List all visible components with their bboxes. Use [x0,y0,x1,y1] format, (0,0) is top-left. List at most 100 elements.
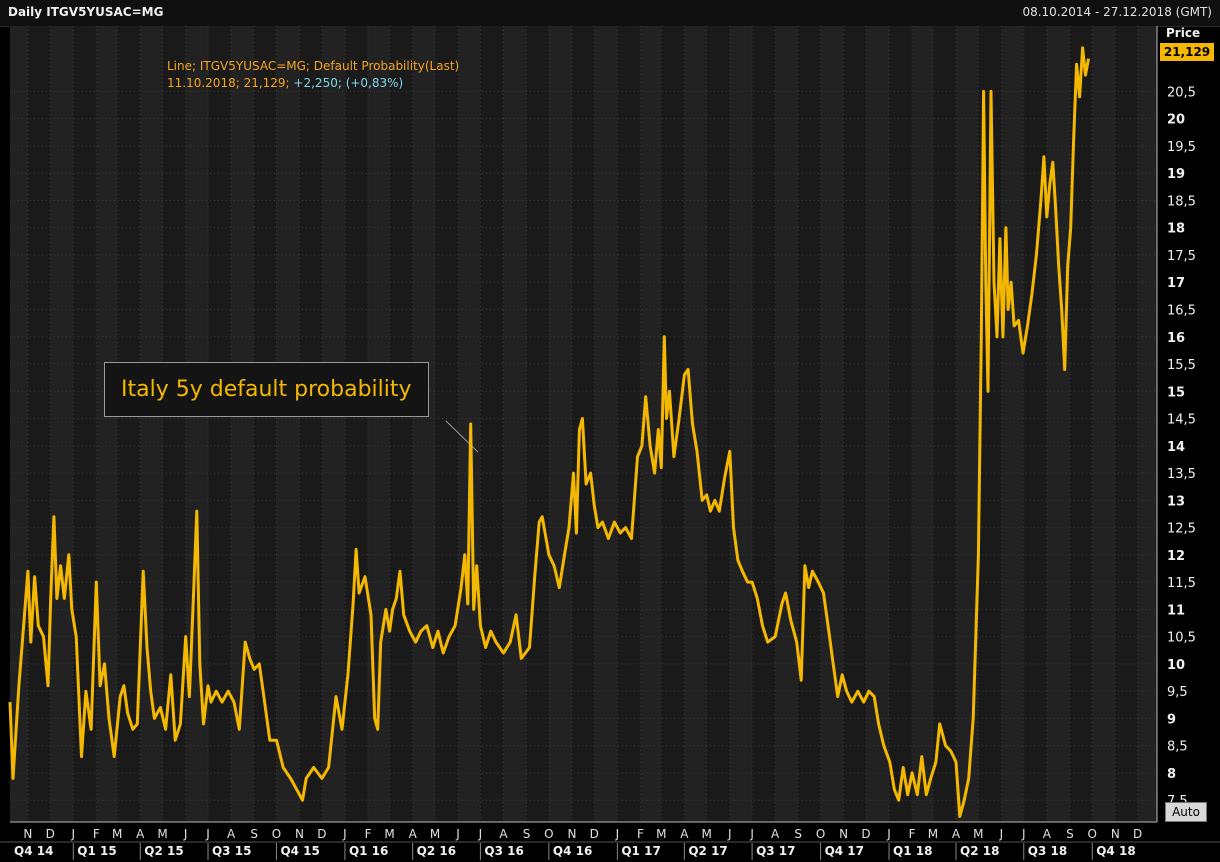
month-band [956,26,979,822]
month-band [1069,26,1093,822]
quarter-tick-label: Q1 17 [621,844,660,858]
month-tick-label: N [1111,827,1120,841]
month-band [1023,26,1047,822]
month-band [548,26,572,822]
month-band [1137,26,1157,822]
y-tick-label: 16,5 [1167,304,1196,319]
month-tick-label: J [727,827,732,841]
quarter-tick-label: Q1 18 [893,844,932,858]
quarter-tick-label: Q2 15 [144,844,183,858]
month-band [706,26,730,822]
month-tick-label: J [205,827,210,841]
price-axis-label: Price [1166,26,1201,40]
auto-scale-button[interactable]: Auto [1165,802,1207,822]
month-band [865,26,890,822]
legend-last-date-value: 11.10.2018; 21,129; [167,76,290,90]
y-axis-labels: 7,588,599,51010,51111,51212,51313,51414,… [1167,85,1196,809]
month-tick-label: O [816,827,825,841]
month-band [1046,26,1070,822]
y-tick-label: 20 [1167,113,1185,128]
y-tick-label: 10,5 [1167,631,1196,646]
month-tick-label: A [952,827,961,841]
month-tick-label: A [136,827,145,841]
month-tick-label: A [227,827,236,841]
month-band [299,26,322,822]
y-tick-label: 9,5 [1167,685,1188,700]
month-tick-label: O [272,827,281,841]
month-tick-label: M [157,827,167,841]
month-band [752,26,776,822]
month-tick-label: A [499,827,508,841]
quarter-tick-label: Q3 17 [756,844,795,858]
month-band [843,26,866,822]
month-band [480,26,504,822]
month-band [254,26,277,822]
quarter-tick-label: Q4 16 [553,844,592,858]
month-band [1092,26,1116,822]
quarter-tick-label: Q3 15 [212,844,251,858]
month-tick-label: S [523,827,531,841]
quarter-tick-label: Q1 15 [77,844,116,858]
month-tick-label: M [973,827,983,841]
month-band [27,26,51,822]
quarter-tick-label: Q4 18 [1096,844,1135,858]
month-tick-label: N [839,827,848,841]
month-band [798,26,821,822]
month-band [912,26,933,822]
month-band [276,26,300,822]
gridlines [10,26,1157,822]
month-band [526,26,549,822]
month-tick-label: S [794,827,802,841]
month-band [389,26,413,822]
quarter-tick-label: Q4 14 [14,844,53,858]
quarter-tick-label: Q2 17 [688,844,727,858]
y-tick-label: 15 [1167,385,1185,400]
y-tick-label: 10 [1167,658,1185,673]
y-tick-label: 14 [1167,440,1185,455]
legend-change: +2,250; (+0,83%) [289,76,404,90]
month-band [162,26,186,822]
date-range: 08.10.2014 - 27.12.2018 (GMT) [1022,5,1212,19]
month-tick-label: A [409,827,418,841]
month-band [503,26,527,822]
y-tick-label: 20,5 [1167,85,1196,100]
month-tick-label: D [46,827,55,841]
month-tick-label: M [430,827,440,841]
month-band [640,26,662,822]
quarter-tick-label: Q4 15 [280,844,319,858]
month-tick-label: S [250,827,258,841]
quarter-tick-label: Q1 16 [349,844,388,858]
y-tick-label: 17,5 [1167,249,1196,264]
legend: Line; ITGV5YUSAC=MG; Default Probability… [167,58,459,92]
y-tick-label: 13,5 [1167,467,1196,482]
month-tick-label: M [702,827,712,841]
month-tick-label: D [317,827,326,841]
month-tick-label: N [23,827,32,841]
month-band [96,26,118,822]
month-band [617,26,641,822]
month-band [207,26,232,822]
month-tick-label: J [478,827,483,841]
month-band [231,26,255,822]
month-tick-label: A [771,827,780,841]
y-tick-label: 13 [1167,494,1185,509]
month-tick-label: M [112,827,122,841]
annotation-box: Italy 5y default probability [104,362,429,417]
quarter-tick-label: Q2 18 [960,844,999,858]
month-tick-label: D [1133,827,1142,841]
month-tick-label: A [680,827,689,841]
month-band [820,26,844,822]
y-tick-label: 8 [1167,767,1176,782]
month-tick-label: J [886,827,891,841]
y-tick-label: 12 [1167,549,1185,564]
month-tick-label: J [70,827,75,841]
y-tick-label: 12,5 [1167,522,1196,537]
month-band [1001,26,1024,822]
quarter-tick-label: Q3 16 [484,844,523,858]
month-tick-label: O [1088,827,1097,841]
y-tick-label: 11,5 [1167,576,1196,591]
quarter-tick-label: Q4 17 [825,844,864,858]
annotation-leader-line [445,420,479,453]
